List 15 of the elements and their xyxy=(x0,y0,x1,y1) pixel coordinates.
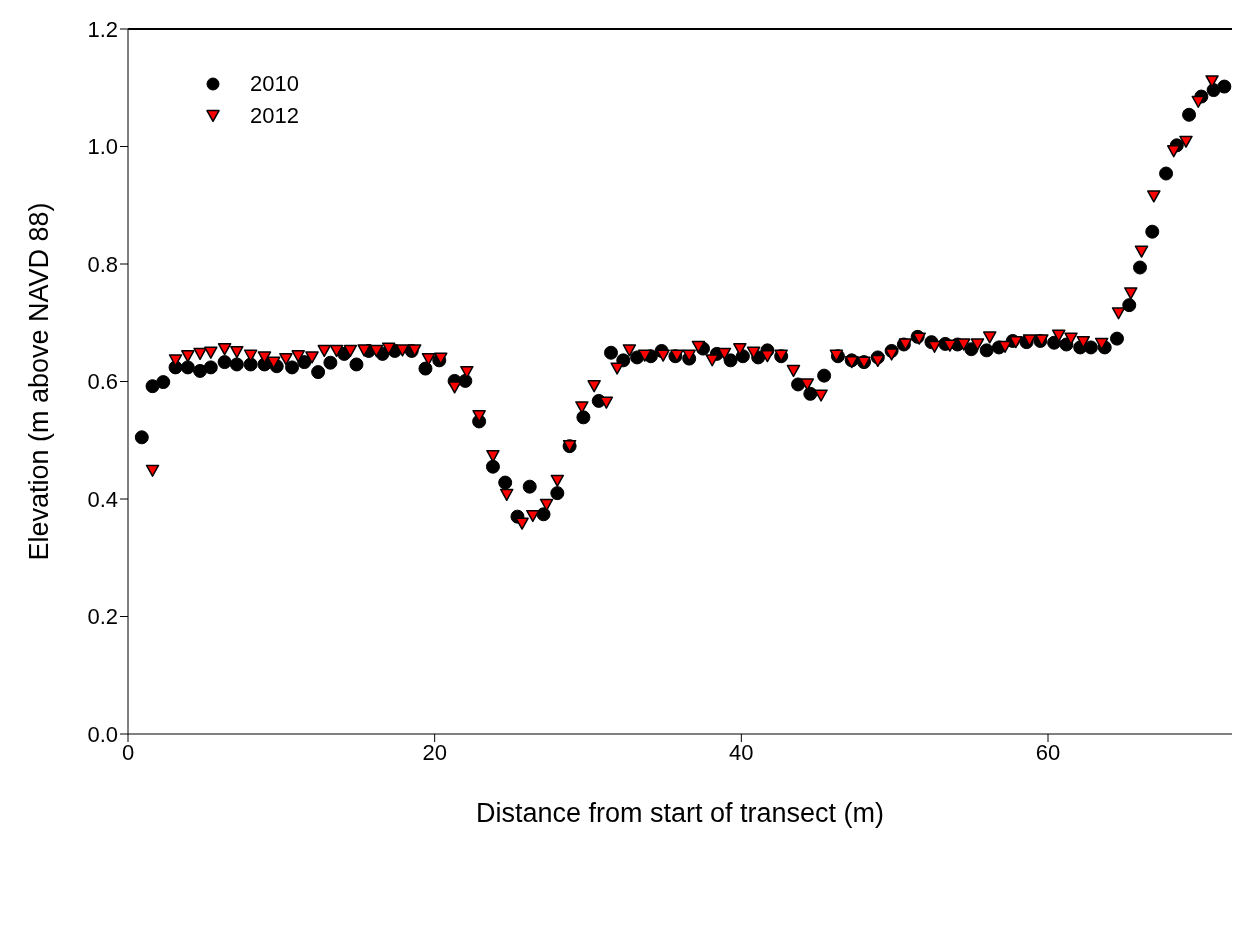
x-axis-title: Distance from start of transect (m) xyxy=(475,798,885,828)
y-tick-label: 0.6 xyxy=(87,369,118,395)
legend-label: 2012 xyxy=(250,103,299,129)
x-tick-label: 40 xyxy=(729,739,754,765)
x-tick-label: 20 xyxy=(422,739,447,765)
y-axis-title: Elevation (m above NAVD 88) xyxy=(23,202,54,561)
x-tick-label: 0 xyxy=(121,739,135,765)
y-tick-label: 1.0 xyxy=(87,134,118,160)
y-tick-label: 1.2 xyxy=(87,16,118,42)
y-tick-label: 0.2 xyxy=(87,604,118,630)
y-tick-label: 0.4 xyxy=(87,486,118,512)
y-tick-label: 0.8 xyxy=(87,251,118,277)
y-tick-label: 0.0 xyxy=(87,721,118,747)
legend-label: 2010 xyxy=(250,71,299,97)
x-tick-label: 60 xyxy=(1035,739,1061,765)
